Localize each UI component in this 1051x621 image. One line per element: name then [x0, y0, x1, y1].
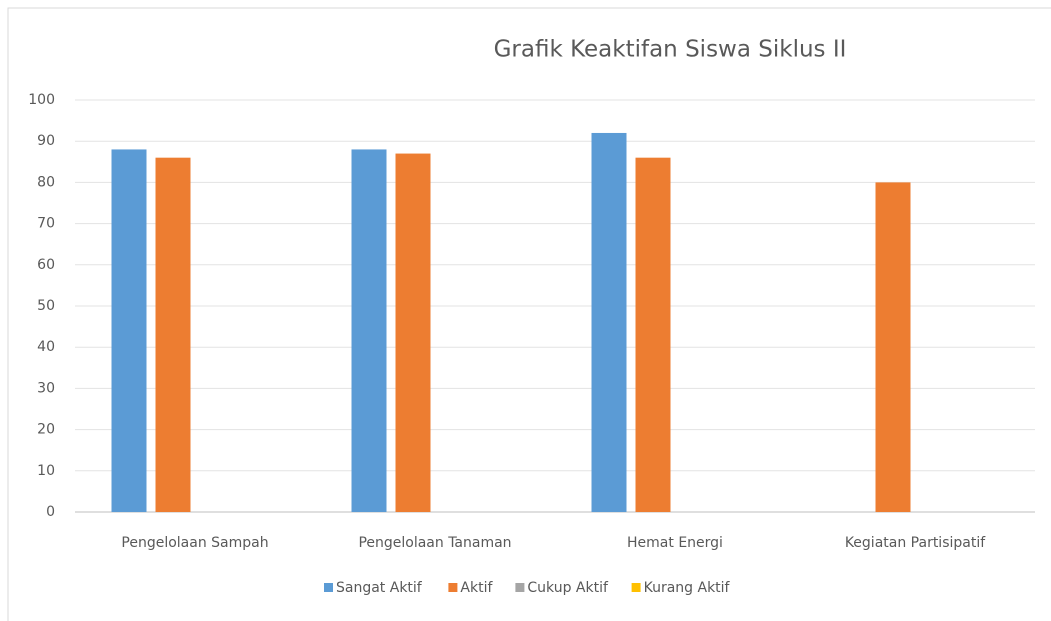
x-tick-label: Pengelolaan Tanaman: [358, 535, 511, 551]
legend-label: Kurang Aktif: [644, 580, 731, 596]
chart-title: Grafik Keaktifan Siswa Siklus II: [494, 37, 847, 63]
y-tick-label: 60: [37, 257, 55, 273]
x-tick-label: Hemat Energi: [627, 535, 723, 551]
legend-label: Aktif: [460, 580, 493, 596]
y-tick-label: 10: [37, 463, 55, 479]
legend-label: Sangat Aktif: [336, 580, 423, 596]
bar: [111, 149, 147, 512]
legend-swatch: [448, 583, 458, 592]
bar: [875, 182, 911, 512]
bar: [351, 149, 387, 512]
bar: [635, 157, 671, 512]
legend-label: Cukup Aktif: [527, 580, 609, 596]
y-tick-label: 50: [37, 298, 55, 314]
x-tick-label: Pengelolaan Sampah: [121, 535, 268, 551]
y-tick-label: 80: [37, 174, 55, 190]
y-tick-label: 20: [37, 422, 55, 438]
legend-swatch: [324, 583, 333, 592]
y-tick-label: 40: [37, 339, 55, 355]
legend-swatch: [515, 583, 525, 592]
y-tick-label: 70: [37, 216, 55, 232]
x-tick-label: Kegiatan Partisipatif: [845, 535, 986, 551]
bar: [591, 132, 627, 512]
chart-border: [7, 7, 1051, 621]
y-tick-label: 0: [46, 504, 55, 520]
bar: [155, 157, 191, 512]
legend-swatch: [631, 583, 641, 592]
y-tick-label: 100: [28, 92, 55, 108]
bar: [395, 153, 431, 512]
y-tick-label: 30: [37, 380, 55, 396]
y-tick-label: 90: [37, 133, 55, 149]
